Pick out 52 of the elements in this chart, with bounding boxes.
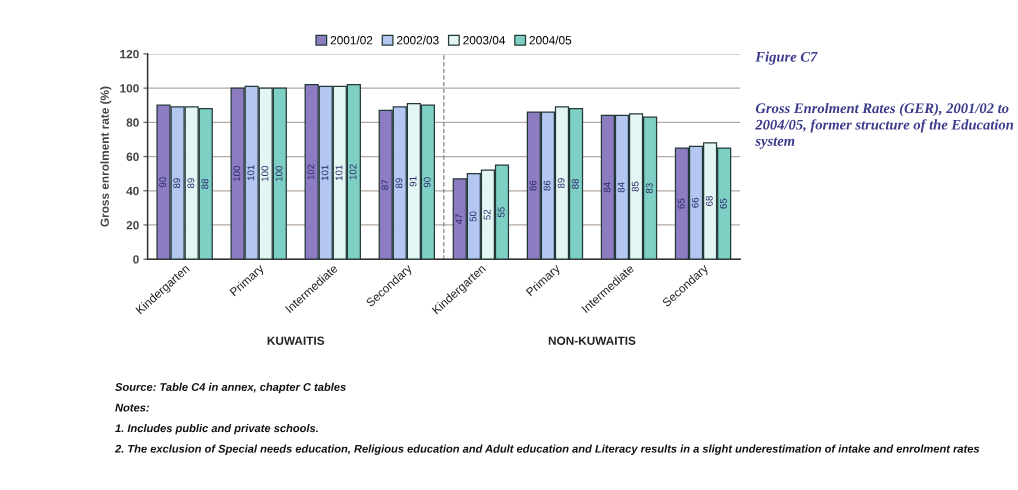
data-label: 88	[571, 178, 579, 189]
legend-label: 2001/02	[330, 35, 373, 45]
data-label: 88	[201, 178, 209, 189]
data-label: 89	[187, 178, 195, 189]
data-label: 100	[261, 165, 269, 182]
y-tick-label: 100	[120, 84, 139, 93]
data-label: 89	[173, 178, 181, 189]
data-label: 102	[349, 164, 357, 180]
text: 1. Includes public and private schools.	[115, 423, 318, 435]
y-tick-label: 120	[120, 49, 139, 59]
data-label: 100	[233, 165, 241, 182]
data-label: 55	[497, 207, 505, 218]
text: Figure C7	[755, 51, 818, 65]
x-axis-title: NON-KUWAITIS	[548, 336, 636, 345]
data-label: 101	[321, 165, 329, 181]
legend-label: 2002/03	[397, 35, 439, 45]
data-label: 86	[529, 180, 537, 191]
y-axis-title: Gross enrolment rate (%)	[100, 86, 112, 227]
y-tick-label: 20	[126, 221, 139, 230]
data-label: 90	[159, 177, 167, 188]
data-label: 65	[719, 198, 727, 209]
data-label: 66	[691, 197, 699, 208]
data-label: 86	[543, 180, 551, 191]
data-label: 65	[677, 198, 685, 209]
data-label: 83	[645, 183, 653, 194]
data-label: 87	[381, 179, 389, 190]
data-label: 90	[423, 177, 431, 188]
text: 2. The exclusion of Special needs education, Religious education and Adult education and Literacy results in a slight underestimation of intake and enrolment rates	[114, 444, 980, 455]
data-label: 47	[455, 214, 463, 225]
x-axis-title: KUWAITIS	[267, 336, 325, 345]
source-note: Source: Table C4 in annex, chapter C tables	[115, 382, 346, 394]
data-label: 50	[469, 211, 477, 222]
data-label: 101	[247, 165, 255, 181]
data-label: 85	[631, 181, 639, 192]
text: Gross Enrolment Rates (GER), 2001/02 to 2004/05, former structure of the Education system	[755, 102, 1014, 149]
data-label: 100	[275, 165, 283, 182]
y-tick-label: 0	[133, 255, 139, 264]
data-label: 84	[617, 182, 625, 193]
data-label: 102	[307, 164, 315, 180]
data-label: 68	[705, 196, 713, 206]
data-label: 89	[557, 178, 565, 189]
data-label: 101	[335, 165, 343, 181]
data-label: 84	[603, 182, 611, 193]
data-label: 52	[483, 209, 491, 220]
legend-label: 2004/05	[529, 35, 572, 45]
y-tick-label: 60	[126, 152, 139, 161]
data-label: 89	[395, 178, 403, 189]
y-tick-label: 80	[126, 118, 139, 127]
legend-label: 2003/04	[463, 35, 506, 45]
text: Notes:	[115, 403, 150, 412]
y-tick-label: 40	[126, 186, 139, 196]
data-label: 91	[409, 176, 417, 187]
